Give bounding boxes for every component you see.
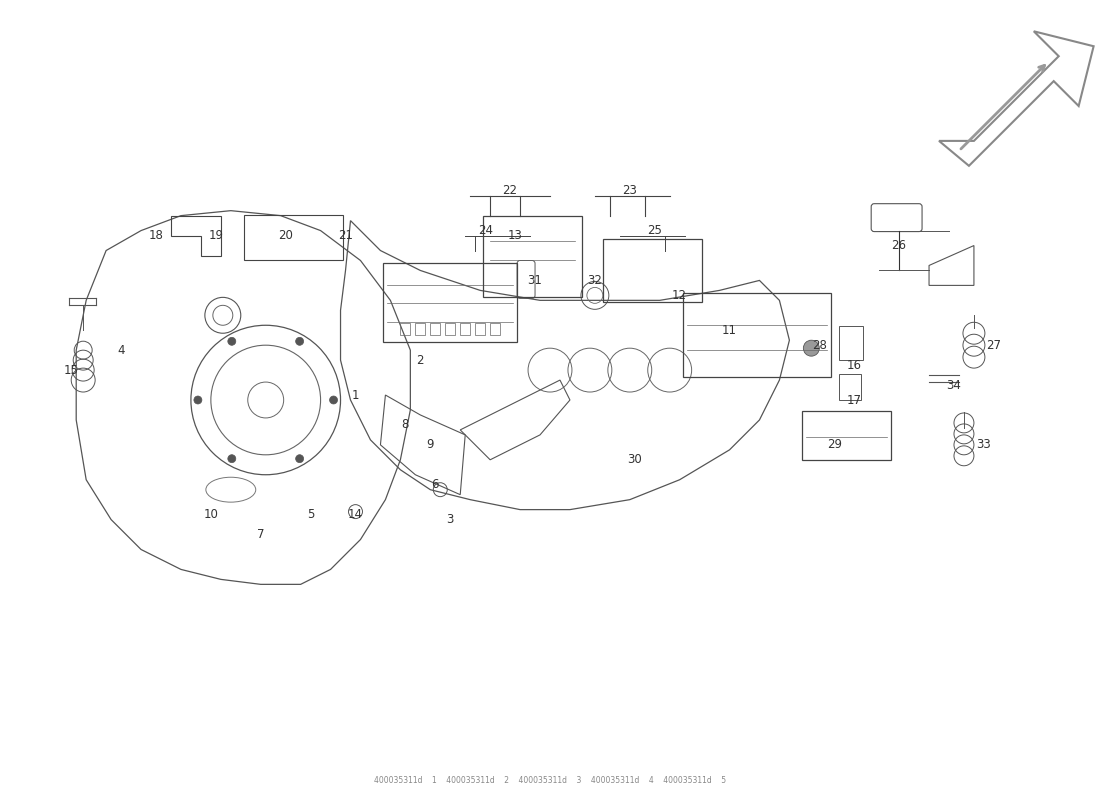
Text: 12: 12 <box>672 289 688 302</box>
Text: 33: 33 <box>977 438 991 451</box>
Text: 18: 18 <box>148 229 164 242</box>
Text: 31: 31 <box>528 274 542 287</box>
Bar <box>400 323 410 335</box>
Text: 26: 26 <box>892 239 906 252</box>
Text: 3: 3 <box>447 513 454 526</box>
Text: 4: 4 <box>118 344 124 357</box>
Circle shape <box>296 338 304 346</box>
Bar <box>491 323 501 335</box>
Bar <box>416 323 426 335</box>
Circle shape <box>803 340 820 356</box>
Text: 23: 23 <box>623 184 637 198</box>
Text: 15: 15 <box>64 364 78 377</box>
Text: 29: 29 <box>827 438 842 451</box>
Text: 30: 30 <box>627 454 642 466</box>
Circle shape <box>228 338 235 346</box>
Text: 17: 17 <box>847 394 861 406</box>
Text: 11: 11 <box>722 324 737 337</box>
Text: 27: 27 <box>987 338 1001 352</box>
Circle shape <box>296 454 304 462</box>
Text: 13: 13 <box>508 229 522 242</box>
Text: 7: 7 <box>257 528 264 541</box>
Text: 6: 6 <box>431 478 439 491</box>
Bar <box>446 323 455 335</box>
Bar <box>430 323 440 335</box>
Circle shape <box>228 454 235 462</box>
Text: 28: 28 <box>812 338 827 352</box>
Text: 2: 2 <box>417 354 425 366</box>
Text: 400035311d    1    400035311d    2    400035311d    3    400035311d    4    4000: 400035311d 1 400035311d 2 400035311d 3 4… <box>374 776 726 785</box>
Text: 19: 19 <box>208 229 223 242</box>
Text: 21: 21 <box>338 229 353 242</box>
Circle shape <box>330 396 338 404</box>
Text: 22: 22 <box>503 184 518 198</box>
Text: 24: 24 <box>477 224 493 237</box>
Text: 1: 1 <box>352 389 360 402</box>
Text: 32: 32 <box>587 274 603 287</box>
Circle shape <box>194 396 202 404</box>
Text: 16: 16 <box>847 358 861 372</box>
Text: 25: 25 <box>647 224 662 237</box>
Text: 14: 14 <box>348 508 363 521</box>
Text: 5: 5 <box>307 508 315 521</box>
Bar <box>475 323 485 335</box>
Text: 34: 34 <box>946 378 961 391</box>
Text: 8: 8 <box>402 418 409 431</box>
Text: 10: 10 <box>204 508 218 521</box>
Text: 20: 20 <box>278 229 293 242</box>
Text: 9: 9 <box>427 438 434 451</box>
Bar <box>460 323 470 335</box>
